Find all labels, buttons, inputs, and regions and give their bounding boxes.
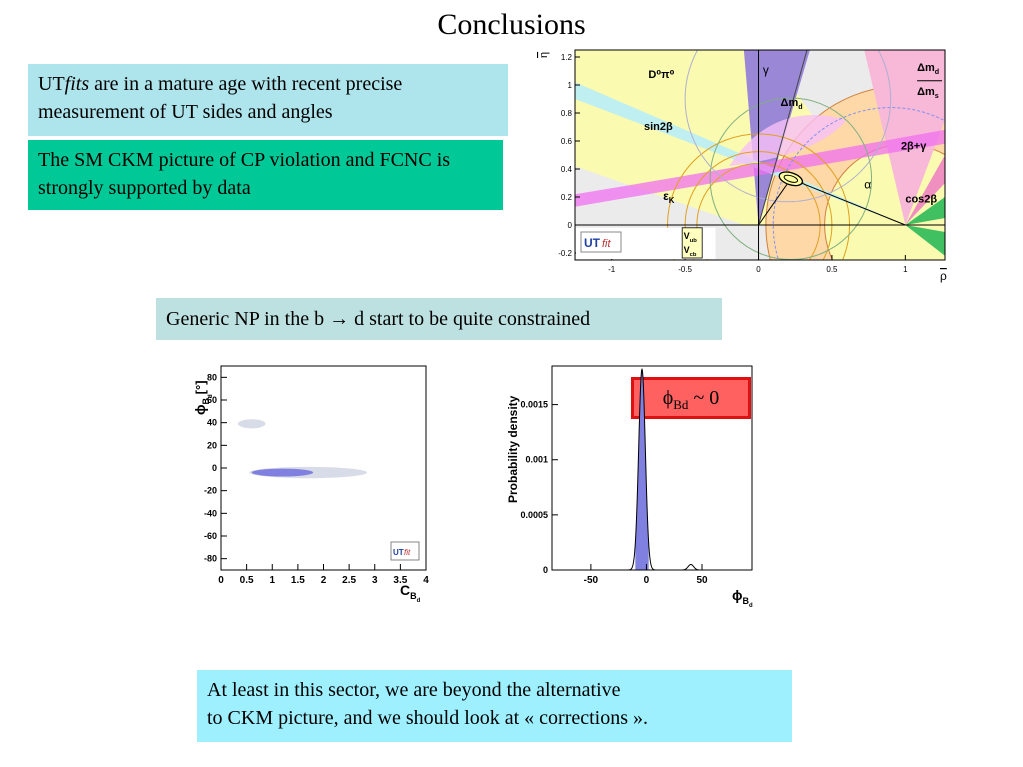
pc-x-tick-label: 1.5 xyxy=(291,575,305,586)
pdf-y-tick-label: 0.0015 xyxy=(520,400,548,410)
ut-side-right xyxy=(790,178,906,226)
ut-x-tick-label: -1 xyxy=(608,265,616,274)
pc-y-tick-label: 60 xyxy=(207,395,217,405)
pc-x-tick-label: 3 xyxy=(372,575,378,586)
ut-x-tick-label: 0.5 xyxy=(826,265,838,274)
conclusion-line-2: to CKM picture, and we should look at « … xyxy=(207,707,649,729)
pc-x-tick-label: 0.5 xyxy=(240,575,254,586)
arrow-symbol: → xyxy=(329,308,350,330)
vub-label-box xyxy=(681,227,703,259)
gamma-line xyxy=(758,50,808,226)
vcb-label: Vcb xyxy=(684,245,697,258)
pdf-y-tick-label: 0 xyxy=(543,565,548,575)
pc-y-tick-label: 0 xyxy=(212,463,217,473)
cos2b-region-b xyxy=(905,225,945,256)
pc-x-tick-label: 3.5 xyxy=(393,575,407,586)
pdf-x-tick-label: 50 xyxy=(696,575,708,586)
ut-y-tick-label: 1 xyxy=(568,81,573,90)
ut-summary-rest: are in a mature age with recent precise … xyxy=(38,73,403,123)
sm-ckm-summary: The SM CKM picture of CP violation and F… xyxy=(28,140,503,210)
phi-symbol: ϕ xyxy=(662,387,674,409)
ut-fits-summary: UTfits are in a mature age with recent p… xyxy=(28,64,508,136)
page-title: Conclusions xyxy=(437,8,586,41)
vub-label: Vub xyxy=(684,231,698,244)
ut-constraint-circle xyxy=(684,50,892,203)
np-constraint-summary: Generic NP in the b → d start to be quit… xyxy=(156,298,722,340)
ut-ylabel: η xyxy=(538,52,550,58)
ut-y-tick-label: 0.8 xyxy=(561,109,573,118)
pc-y-tick-label: 80 xyxy=(207,372,217,382)
pc-y-tick-label: -80 xyxy=(204,554,217,564)
conclusion-line-1: At least in this sector, we are beyond t… xyxy=(207,679,621,701)
pdf-frame xyxy=(551,365,753,571)
cos2b-region-c xyxy=(905,155,945,225)
epsk-region xyxy=(575,129,945,207)
sin2b-label: sin2β xyxy=(644,121,673,133)
apex-region-inner xyxy=(783,174,799,183)
pdf-x-tick-label: 0 xyxy=(644,575,650,586)
ut-x-tick-label: 1 xyxy=(903,265,908,274)
fits-word: fits xyxy=(64,73,90,95)
pc-y-tick-label: -40 xyxy=(204,508,217,518)
ut-prefix: UT xyxy=(38,73,65,95)
alpha-label: α xyxy=(864,178,871,192)
ut-side-left xyxy=(758,178,792,226)
pc-utfit-logo xyxy=(390,541,420,561)
pc-x-tick-label: 2 xyxy=(321,575,327,586)
ut-y-tick-label: 1.2 xyxy=(561,53,573,62)
ut-plane-chart: -1 -0.5 0 0.5 1 1.2 1 0.8 0.6 0.4 0.2 0 -0.2 ρ η UT fit… xyxy=(538,49,947,283)
pc-y-tick-label: 20 xyxy=(207,440,217,450)
ut-x-tick-label: -0.5 xyxy=(678,265,692,274)
pdf-y-tick-label: 0.001 xyxy=(525,455,548,465)
pc-xlabel: CBd xyxy=(400,582,421,604)
ut-y-tick-label: 0.4 xyxy=(561,165,573,174)
ut-x-tick-label: 0 xyxy=(756,265,761,274)
pc-x-tick-label: 1 xyxy=(269,575,275,586)
phi-c-outer-region xyxy=(237,419,266,429)
pdf-ylabel: Probability density xyxy=(506,395,520,503)
dmd-label: Δmd xyxy=(781,97,803,111)
ut-y-tick-label: 0.2 xyxy=(561,193,573,202)
phi-value: ~ 0 xyxy=(688,387,720,409)
phi-pdf-chart: -50 0 50 0.0015 0.001 0.0005 0 Probability dens… xyxy=(506,365,753,609)
utfit-logo-ut: UT xyxy=(584,236,601,250)
d0pi0-label: D⁰π⁰ xyxy=(648,69,674,81)
pc-ylabel: ϕBd[°] xyxy=(192,380,214,415)
pc-x-tick-label: 2.5 xyxy=(342,575,356,586)
2b-g-label: 2β+γ xyxy=(901,140,927,152)
cos2b-label: cos2β xyxy=(905,194,937,206)
pdf-x-tick-label: -50 xyxy=(584,575,599,586)
ut-plot-frame xyxy=(574,49,946,261)
phi-bd-callout: ϕBd ~ 0 xyxy=(631,377,751,419)
dm-ratio-den: Δms xyxy=(917,86,939,100)
gamma-label: γ xyxy=(763,63,769,77)
epsk-label: εK xyxy=(663,189,675,205)
pc-y-tick-label: -20 xyxy=(204,486,217,496)
cos2b-region-a xyxy=(905,197,945,225)
phi-vs-c-chart: 0 0.5 1 1.5 2 2.5 3 3.5 4 80 60 40 20 0 -20 -40 -60 -80 UT… xyxy=(192,365,429,604)
utfit-logo xyxy=(580,231,622,253)
pc-y-tick-label: -60 xyxy=(204,531,217,541)
phi-subscript: Bd xyxy=(673,397,689,412)
phi-c-inner-region xyxy=(251,468,314,477)
pdf-xlabel: ϕBd xyxy=(732,587,753,609)
ut-y-tick-label: 0.6 xyxy=(561,137,573,146)
pc-x-tick-label: 0 xyxy=(218,575,224,586)
conclusion-summary: At least in this sector, we are beyond t… xyxy=(197,670,792,742)
ut-y-tick-label: 0 xyxy=(568,221,573,230)
pc-y-tick-label: 40 xyxy=(207,418,217,428)
pc-x-tick-label: 4 xyxy=(423,575,429,586)
pdf-y-tick-label: 0.0005 xyxy=(520,510,548,520)
pc-utfit-logo-ut: UT xyxy=(393,548,404,557)
pdf-curve-line xyxy=(552,367,752,571)
dm-ratio-num: Δmd xyxy=(917,62,939,76)
np-text-end: d start to be quite constrained xyxy=(349,308,591,330)
ut-y-tick-label: -0.2 xyxy=(558,249,572,258)
ut-xlabel: ρ xyxy=(940,269,947,283)
pc-utfit-logo-fit: fit xyxy=(404,548,411,557)
pdf-shaded-peak xyxy=(635,369,649,570)
utfit-logo-fit: fit xyxy=(602,238,612,250)
np-text-start: Generic NP in the b xyxy=(166,308,330,330)
